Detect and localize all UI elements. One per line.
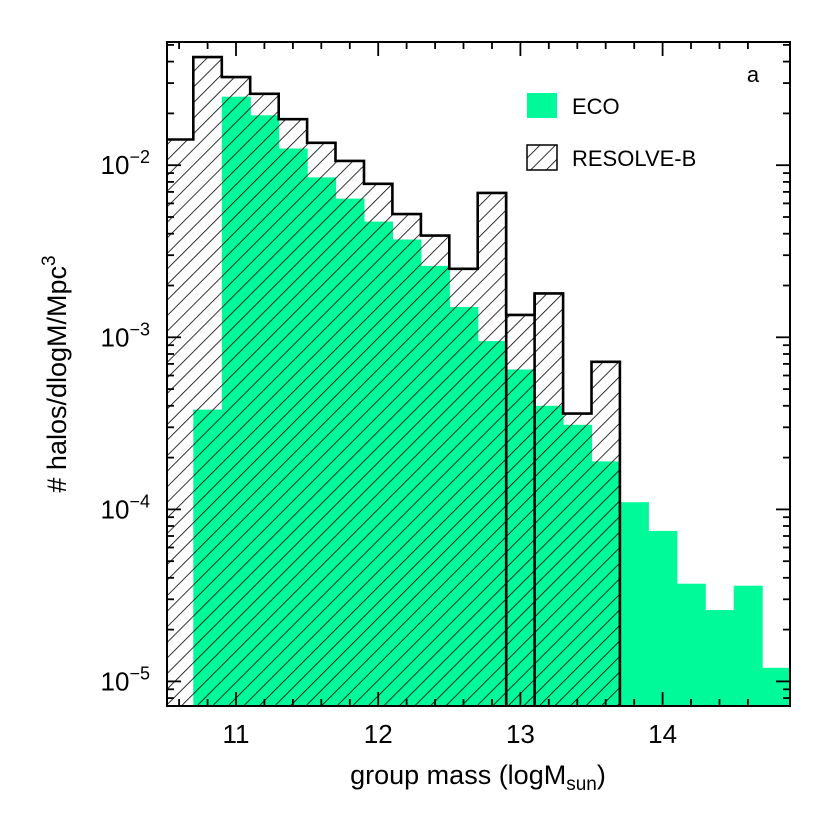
y-tick-label: 10−2 (101, 147, 150, 180)
x-tick-label: 11 (223, 719, 250, 749)
y-tick-label: 10−5 (101, 663, 150, 696)
x-axis-title: group mass (logMsun) (350, 760, 606, 795)
x-axis-title-subscript: sun (566, 774, 597, 795)
legend-swatch-eco (527, 93, 557, 118)
eco-bar (648, 530, 678, 706)
eco-bar (762, 667, 790, 706)
resolve-b-outline (167, 55, 622, 706)
eco-bar (619, 502, 649, 706)
resolve-b-bar (392, 214, 421, 706)
resolve-b-bar (563, 413, 592, 706)
resolve-b-bar (507, 314, 535, 706)
resolve-b-bar (278, 119, 308, 706)
resolve-b-bar (307, 142, 336, 706)
resolve-b-bar (335, 160, 364, 706)
resolve-b-bar (477, 192, 507, 706)
resolve-b-series (167, 55, 622, 706)
x-tick-label: 14 (648, 719, 677, 749)
eco-bar (733, 585, 763, 706)
y-axis-title-superscript: 3 (39, 255, 60, 266)
resolve-b-bar (364, 183, 393, 706)
resolve-b-bar (449, 268, 478, 706)
resolve-b-bar (534, 293, 563, 706)
resolve-b-bar (420, 235, 450, 706)
eco-bar (676, 583, 706, 706)
y-axis-title: # halos/dlogM/Mpc3 (39, 255, 72, 492)
legend-label-eco: ECO (572, 94, 620, 119)
x-tick-label: 13 (506, 719, 535, 749)
plot-frame (166, 41, 791, 707)
resolve-b-bar (193, 57, 222, 706)
y-tick-label: 10−3 (101, 319, 150, 352)
resolve-b-bar (221, 77, 251, 706)
legend: ECO RESOLVE-B (526, 93, 696, 171)
resolve-b-bar (167, 139, 194, 706)
x-tick-label: 12 (364, 719, 393, 749)
panel-label: a (747, 62, 760, 87)
legend-label-resolve-b: RESOLVE-B (572, 146, 696, 171)
resolve-b-bar (250, 93, 279, 706)
eco-bar (705, 610, 735, 706)
resolve-b-bar (591, 361, 620, 706)
axis-ticks (167, 42, 790, 706)
legend-swatch-resolve-b (526, 144, 558, 171)
y-tick-label: 10−4 (101, 491, 150, 524)
axis-tick-labels: 11 12 13 14 10−5 10−4 10−3 10−2 (101, 147, 678, 749)
